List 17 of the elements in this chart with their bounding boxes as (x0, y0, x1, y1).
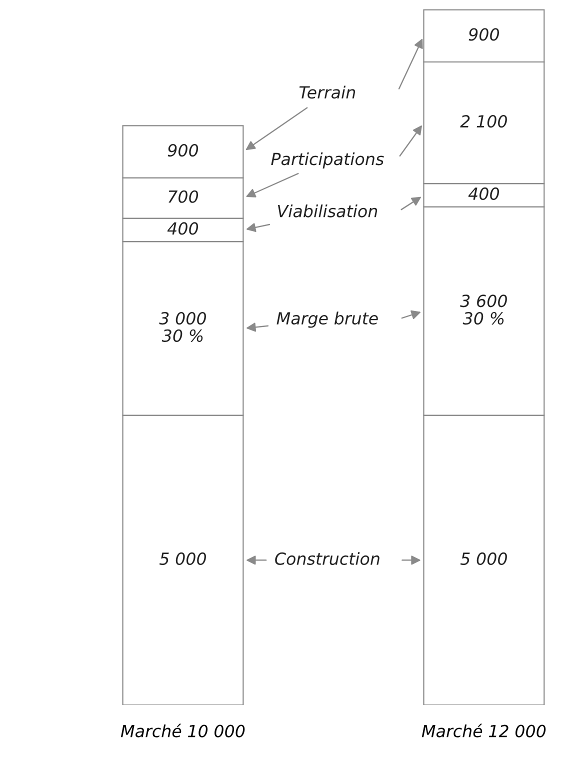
x-tick-label: Marché 12 000 (422, 724, 546, 738)
data-label: 400 (167, 222, 198, 235)
legend-label: Viabilisation (278, 204, 378, 218)
data-label: 900 (468, 28, 500, 41)
text: Terrain (299, 86, 356, 99)
legend-label: Marge brute (276, 312, 378, 328)
x-tick-label: Marché 10 000 (120, 724, 245, 738)
data-label: 400 (468, 187, 500, 200)
data-label: 3 600 30 % (460, 294, 507, 325)
data-label: 5 000 (159, 552, 206, 566)
data-label: 700 (168, 190, 198, 203)
data-label: 900 (168, 144, 198, 157)
data-label: 2 100 (460, 115, 507, 128)
legend-label: Construction (275, 552, 380, 566)
data-label: 3 000 30 % (159, 312, 206, 342)
series-label: Participations (271, 152, 384, 168)
data-label: 5 000 (460, 552, 507, 566)
